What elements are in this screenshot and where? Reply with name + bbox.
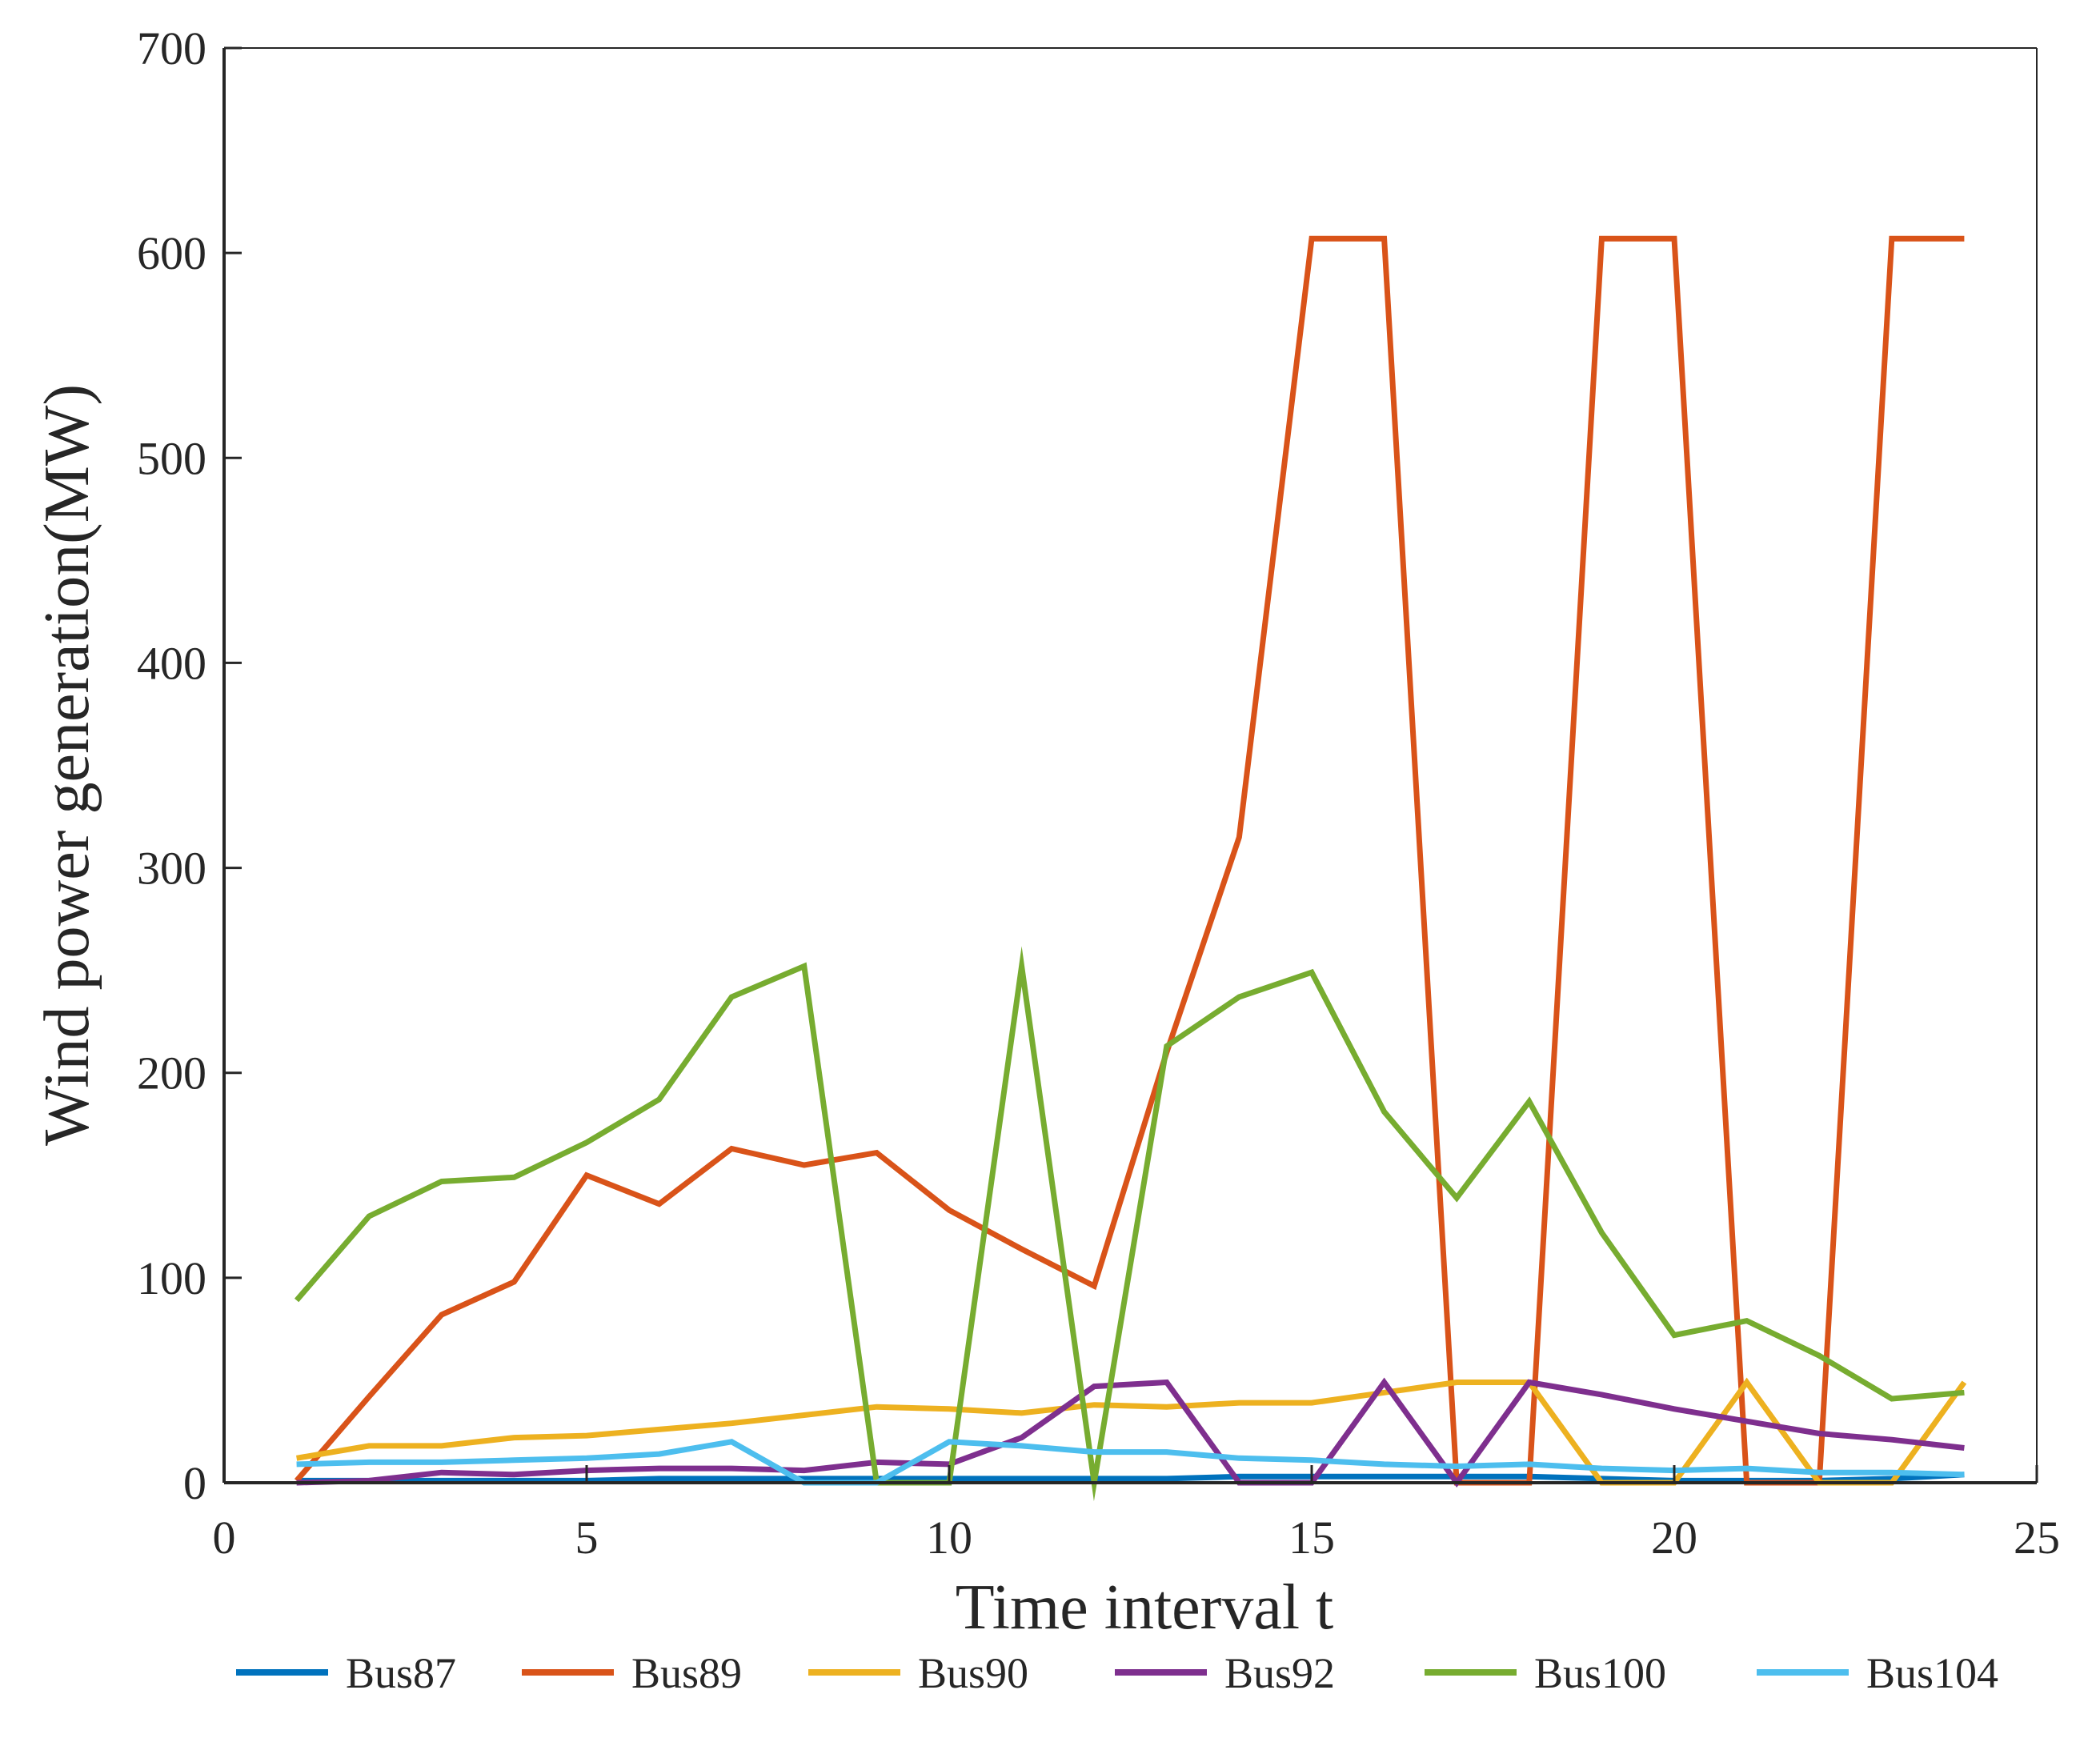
series-line-bus90 xyxy=(296,1377,1967,1486)
y-tick-label: 400 xyxy=(137,637,206,689)
y-tick-label: 200 xyxy=(137,1047,206,1099)
x-tick-label: 25 xyxy=(2014,1512,2060,1564)
legend-label-bus92: Bus92 xyxy=(1224,1649,1335,1697)
y-tick-label: 300 xyxy=(137,843,206,895)
series-line-bus104 xyxy=(296,1439,1965,1486)
legend: Bus87 Bus89 Bus90 Bus92 Bus100 Bus104 xyxy=(236,1649,1998,1697)
y-tick-label: 100 xyxy=(137,1252,206,1304)
x-tick-label: 5 xyxy=(575,1512,599,1564)
x-tick-label: 15 xyxy=(1288,1512,1335,1564)
legend-label-bus104: Bus104 xyxy=(1866,1649,1998,1697)
series-line-bus89 xyxy=(294,235,1965,1486)
x-tick-group: 0 5 10 15 20 25 xyxy=(213,1465,2060,1564)
series-line-bus100 xyxy=(294,946,1965,1502)
y-tick-label: 500 xyxy=(137,432,206,484)
y-tick-label: 600 xyxy=(137,227,206,279)
x-tick-label: 20 xyxy=(1651,1512,1697,1564)
x-tick-label: 0 xyxy=(213,1512,236,1564)
legend-label-bus100: Bus100 xyxy=(1534,1649,1666,1697)
y-tick-label: 700 xyxy=(137,22,206,74)
legend-label-bus87: Bus87 xyxy=(346,1649,456,1697)
y-tick-label: 0 xyxy=(183,1457,206,1509)
x-axis-title: Time interval t xyxy=(956,1572,1334,1643)
legend-label-bus90: Bus90 xyxy=(918,1649,1028,1697)
y-tick-group: 0 100 200 300 400 500 600 700 xyxy=(137,22,242,1509)
y-axis-title: Wind power generation(MW) xyxy=(32,384,102,1146)
series-line-bus87 xyxy=(296,1472,1965,1484)
series-layer xyxy=(294,235,1967,1502)
series-line-bus92 xyxy=(296,1377,1965,1488)
x-tick-label: 10 xyxy=(926,1512,972,1564)
legend-label-bus89: Bus89 xyxy=(631,1649,742,1697)
